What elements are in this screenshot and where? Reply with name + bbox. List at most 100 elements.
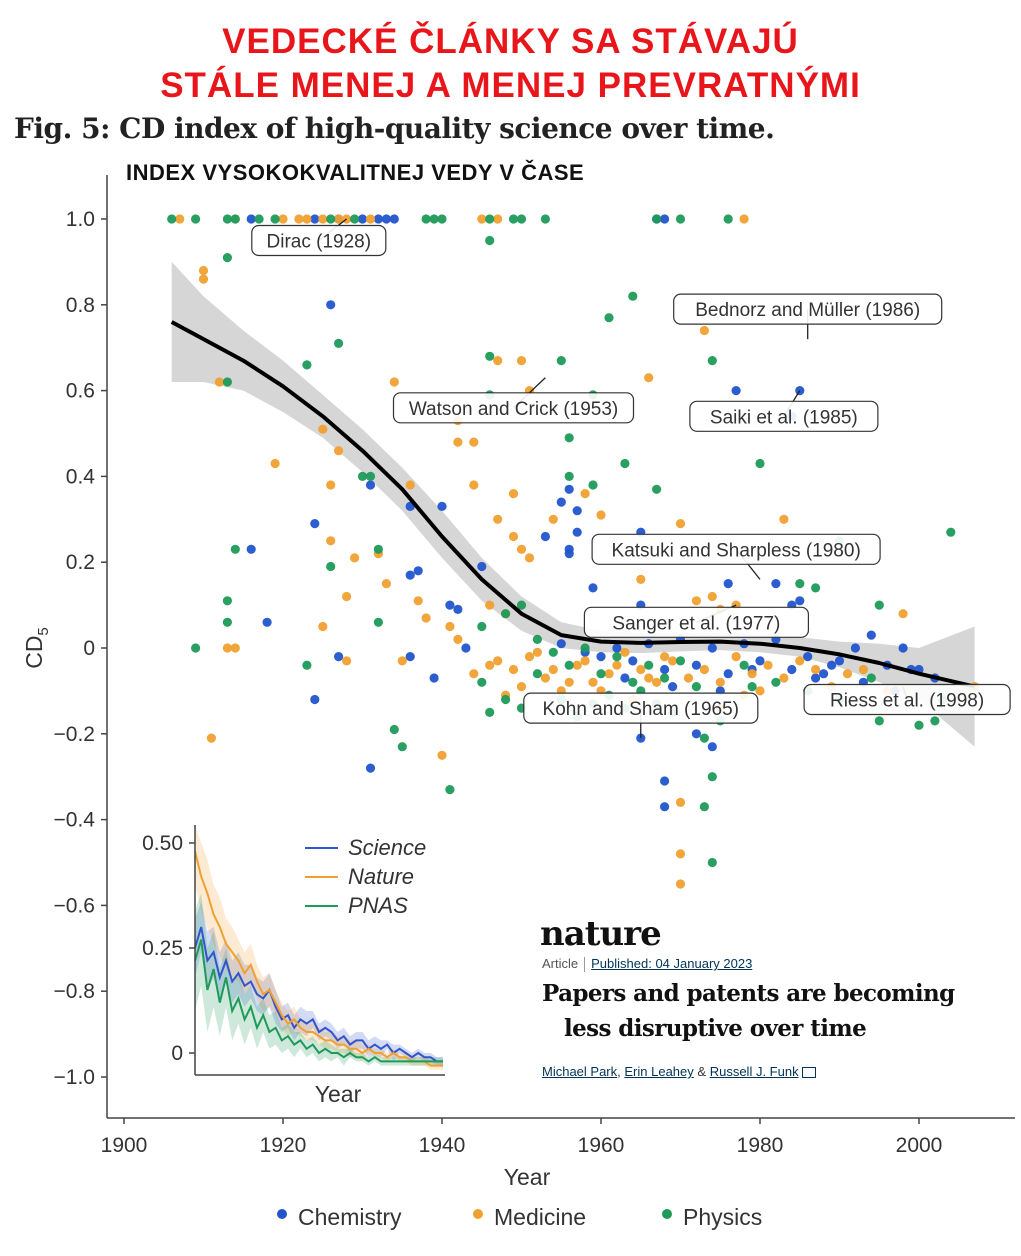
data-point-physics <box>874 716 884 726</box>
data-point-chemistry <box>771 579 781 589</box>
data-point-physics <box>350 214 360 224</box>
data-point-chemistry <box>572 527 582 537</box>
email-icon[interactable] <box>801 1067 816 1079</box>
headline-line-1: VEDECKÉ ČLÁNKY SA STÁVAJÚ <box>222 22 799 61</box>
data-point-chemistry <box>691 660 702 670</box>
article-type: Article <box>542 956 579 971</box>
data-point-medicine <box>334 446 344 456</box>
annotation-box <box>583 606 810 638</box>
data-point-medicine <box>747 669 757 679</box>
y-tick-label: −0.2 <box>54 723 95 746</box>
data-point-chemistry <box>572 506 582 516</box>
data-point-medicine <box>365 214 376 224</box>
legend-label-physics: Physics <box>683 1204 762 1230</box>
data-point-medicine <box>604 669 614 679</box>
data-point-chemistry <box>381 214 391 224</box>
annotation: Saiki et al. (1985) <box>689 390 879 432</box>
data-point-physics <box>516 600 527 610</box>
legend-label-medicine: Medicine <box>494 1204 586 1230</box>
data-point-medicine <box>198 274 209 284</box>
data-point-chemistry <box>811 673 821 683</box>
y-axis-subscript: 5 <box>35 627 52 635</box>
data-point-chemistry <box>866 630 876 640</box>
y-tick-label: 0 <box>83 637 95 660</box>
data-point-medicine <box>811 664 821 675</box>
data-point-medicine <box>508 531 519 542</box>
data-point-physics <box>811 583 821 593</box>
data-point-physics <box>747 682 757 692</box>
data-point-medicine <box>898 609 908 619</box>
inset-y-tick-label: 0.25 <box>142 937 183 960</box>
data-point-physics <box>556 356 566 366</box>
author-ampersand: & <box>697 1064 707 1079</box>
data-point-physics <box>373 617 383 627</box>
data-point-medicine <box>580 489 590 499</box>
y-tick-label: 0.2 <box>66 551 95 574</box>
data-point-physics <box>739 660 749 670</box>
data-point-physics <box>501 609 511 619</box>
data-point-medicine <box>469 669 479 679</box>
data-point-medicine <box>858 664 869 675</box>
data-point-medicine <box>198 265 209 276</box>
series-chemistry <box>246 214 940 812</box>
published-date-link[interactable]: Published: 04 January 2023 <box>591 956 753 971</box>
annotation: Bednorz and Müller (1986) <box>673 293 943 340</box>
data-point-medicine <box>580 656 590 666</box>
data-point-physics <box>334 338 344 348</box>
y-tick-label: −0.4 <box>54 809 96 832</box>
annotation-box <box>392 392 635 424</box>
article-headline-line-2: less disruptive over time <box>564 1015 867 1042</box>
annotation: Katsuki and Sharpless (1980) <box>591 533 881 580</box>
inset-line-science <box>194 926 443 1063</box>
annotation: Kohn and Sham (1965) <box>523 692 759 739</box>
legend-marker-medicine <box>473 1209 483 1219</box>
data-point-medicine <box>572 660 582 670</box>
data-point-medicine <box>294 214 304 224</box>
data-point-physics <box>644 660 654 670</box>
data-point-chemistry <box>795 386 805 396</box>
annotation-label: Riess et al. (1998) <box>830 690 984 711</box>
data-point-medicine <box>668 656 678 666</box>
legend-marker-chemistry <box>277 1209 287 1219</box>
data-point-medicine <box>437 750 447 760</box>
data-point-chemistry <box>707 742 717 752</box>
data-point-physics <box>675 656 686 666</box>
data-point-medicine <box>222 643 232 653</box>
data-point-physics <box>771 677 781 687</box>
data-point-physics <box>326 561 336 572</box>
inset-background <box>125 815 455 1115</box>
author-link-1[interactable]: Michael Park <box>542 1064 618 1079</box>
data-point-physics <box>485 235 495 246</box>
data-point-physics <box>707 857 717 868</box>
article-meta: Article Published: 04 January 2023 <box>542 956 753 973</box>
data-point-physics <box>652 484 662 494</box>
author-link-3[interactable]: Russell J. Funk <box>709 1064 799 1079</box>
data-point-physics <box>508 214 519 224</box>
trend-line-layer <box>170 320 976 689</box>
data-point-medicine <box>524 652 535 662</box>
annotation: Dirac (1928) <box>251 218 387 257</box>
x-tick-label: 1980 <box>737 1134 784 1157</box>
data-point-medicine <box>453 634 463 645</box>
data-point-medicine <box>389 377 399 387</box>
data-point-medicine <box>564 677 574 687</box>
data-point-medicine <box>842 669 853 679</box>
data-point-medicine <box>397 656 407 666</box>
x-tick-label: 1960 <box>578 1134 625 1157</box>
author-link-2[interactable]: Erin Leahey <box>624 1064 694 1079</box>
data-point-chemistry <box>310 519 320 529</box>
data-point-medicine <box>588 677 598 687</box>
data-point-chemistry <box>834 656 845 666</box>
data-point-physics <box>874 600 884 610</box>
data-point-physics <box>723 214 733 224</box>
data-point-medicine <box>675 879 686 889</box>
data-point-chemistry <box>596 652 606 662</box>
data-point-medicine <box>485 660 495 670</box>
data-point-physics <box>326 214 336 224</box>
data-point-chemistry <box>556 497 566 507</box>
data-point-physics <box>477 677 487 687</box>
data-point-chemistry <box>660 664 670 675</box>
article-authors: Michael Park, Erin Leahey & Russell J. F… <box>542 1064 816 1079</box>
data-point-medicine <box>469 480 479 490</box>
